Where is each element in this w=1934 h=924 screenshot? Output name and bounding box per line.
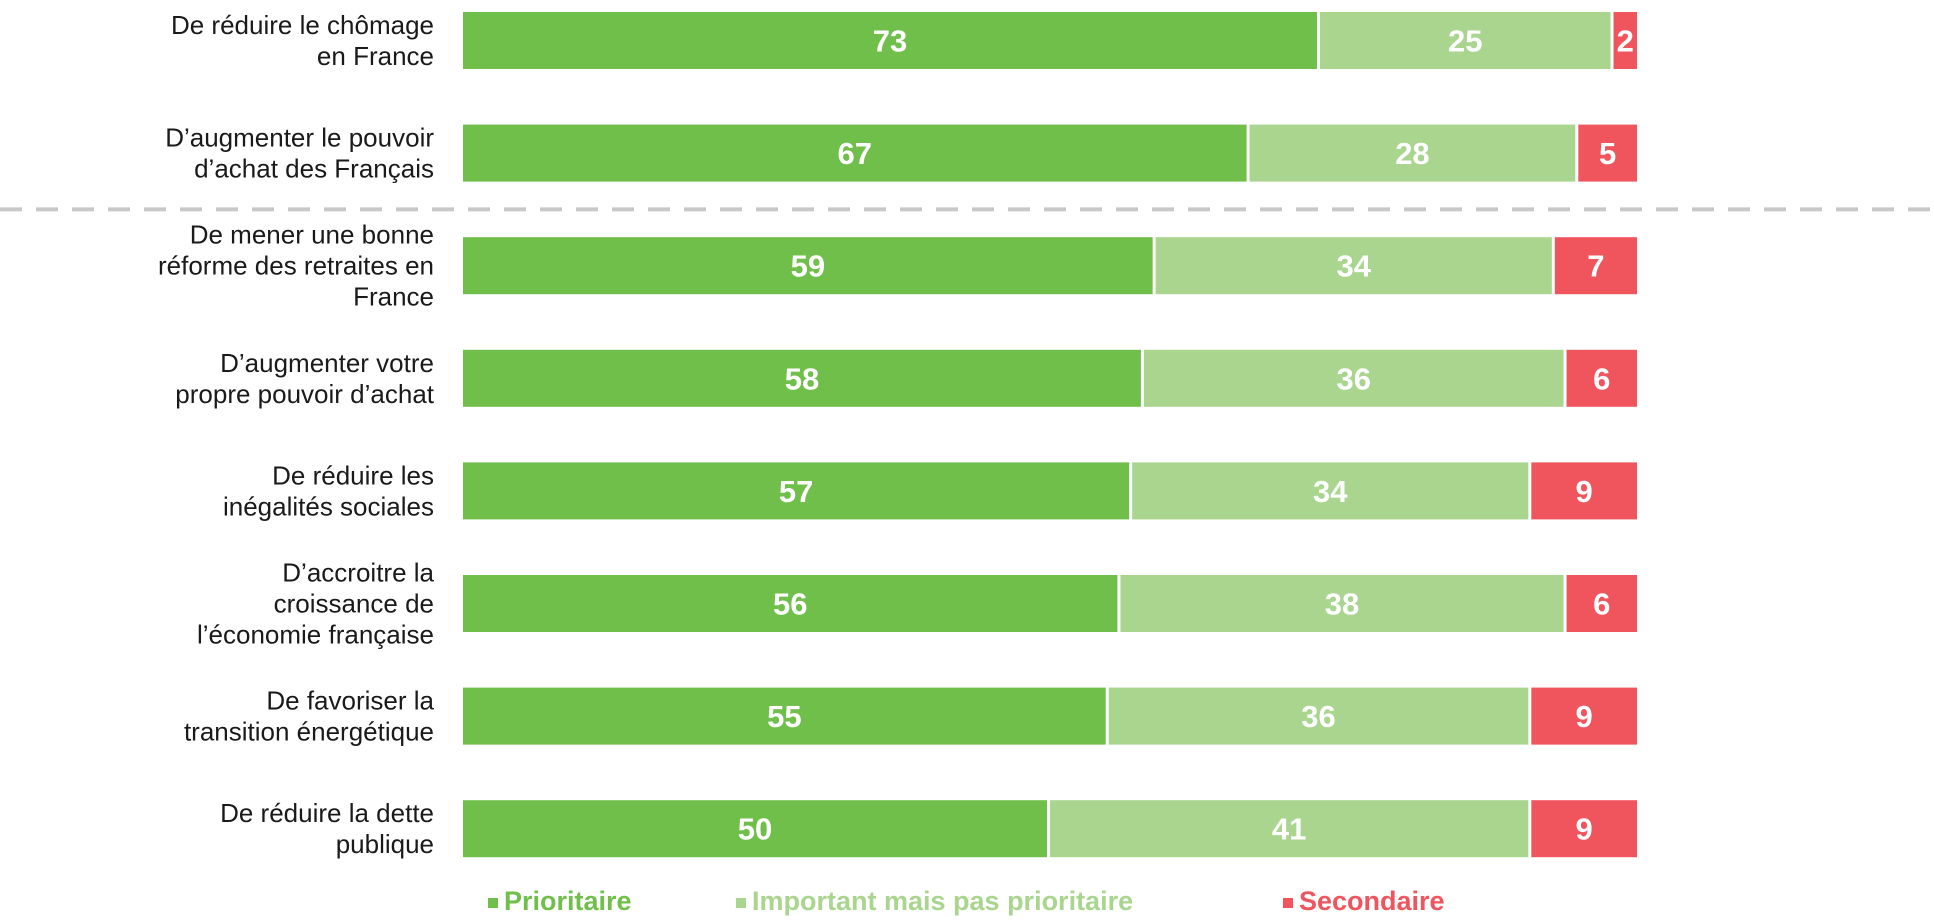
category-label: D’accroitre la croissance de l’économie fr… [197,558,435,650]
data-label: 28 [1395,136,1429,171]
data-label: 34 [1313,474,1348,509]
category-label: D’augmenter le pouvoir d’achat des França… [165,123,434,184]
bar-segment [463,124,1247,182]
data-label: 5 [1599,136,1616,171]
data-label: 7 [1587,249,1604,284]
category-labels: De réduire le chômage en France D’augmente… [158,10,435,859]
data-label: 67 [838,136,872,171]
data-label: 55 [767,699,801,734]
category-label-line: De mener une bonne [190,220,434,250]
category-label: De réduire la dette publique [220,798,434,859]
category-label-line: publique [336,829,434,859]
bar-segment [1531,462,1637,520]
category-label: De réduire le chômage en France [171,10,434,71]
legend-swatch [1283,898,1293,908]
data-label: 6 [1593,361,1610,396]
category-label-line: transition énergétique [184,717,434,747]
bar-segment [1566,349,1637,407]
category-label-line: en France [317,41,434,71]
category-label-line: D’augmenter votre [220,348,434,378]
category-label-line: D’accroitre la [282,558,434,588]
bar-segment [463,12,1318,69]
bar-segment [1143,349,1564,407]
category-label-line: propre pouvoir d’achat [175,379,434,409]
legend-label: Important mais pas prioritaire [752,886,1133,916]
category-label: De mener une bonne réforme des retraites … [158,220,434,312]
bar-segment [463,687,1106,745]
data-label: 25 [1448,24,1482,59]
bar-segment [1050,800,1529,858]
bar-segment [1132,462,1529,520]
category-label-line: De réduire le chômage [171,10,434,40]
category-label-line: réforme des retraites en [158,251,434,281]
data-label: 6 [1593,587,1610,622]
bar-segment [1531,687,1637,745]
bar-segment [463,237,1153,295]
data-label: 2 [1617,24,1634,59]
category-label: D’augmenter votre propre pouvoir d’achat [175,348,434,409]
bar-segment [1320,12,1611,69]
bar-segment [463,349,1141,407]
legend-label: Prioritaire [504,886,632,916]
bar-segment [1566,575,1637,632]
legend: Prioritaire Important mais pas prioritair… [488,886,1445,916]
data-label: 36 [1336,361,1370,396]
category-label: De réduire les inégalités sociales [223,460,434,521]
legend-label: Secondaire [1299,886,1445,916]
data-label: 9 [1576,474,1593,509]
data-label: 9 [1576,812,1593,847]
bars-group: 73 25 2 67 28 5 59 34 7 58 36 6 57 34 9 56 38 6 55 36 9 50 41 9 [463,12,1637,858]
legend-swatch [736,898,746,908]
bar-segment [463,800,1047,858]
category-label-line: inégalités sociales [223,491,434,521]
bar-segment [463,575,1118,632]
data-label: 58 [785,361,819,396]
data-label: 59 [791,249,825,284]
category-label-line: De réduire les [272,460,434,490]
category-label-line: De réduire la dette [220,798,434,828]
data-label: 38 [1325,587,1359,622]
data-label: 34 [1336,249,1371,284]
category-label-line: l’économie française [197,620,434,650]
category-label-line: De favoriser la [266,686,434,716]
data-label: 57 [779,474,813,509]
category-label-line: D’augmenter le pouvoir [165,123,434,153]
data-label: 73 [873,24,907,59]
data-label: 50 [738,812,772,847]
bar-segment [1531,800,1637,858]
bar-segment [1108,687,1529,745]
bar-segment [463,462,1130,520]
bar-segment [1249,124,1576,182]
data-label: 9 [1576,699,1593,734]
data-label: 36 [1301,699,1335,734]
category-label-line: croissance de [274,589,434,619]
category-label-line: France [353,282,434,312]
bar-segment [1155,237,1552,295]
bar-segment [1554,237,1637,295]
category-label-line: d’achat des Français [194,154,434,184]
bar-segment [1613,12,1637,69]
data-label: 41 [1272,812,1306,847]
bar-segment [1120,575,1564,632]
bar-segment [1578,124,1637,182]
category-label: De favoriser la transition énergétique [184,686,435,747]
legend-swatch [488,898,498,908]
data-label: 56 [773,587,807,622]
